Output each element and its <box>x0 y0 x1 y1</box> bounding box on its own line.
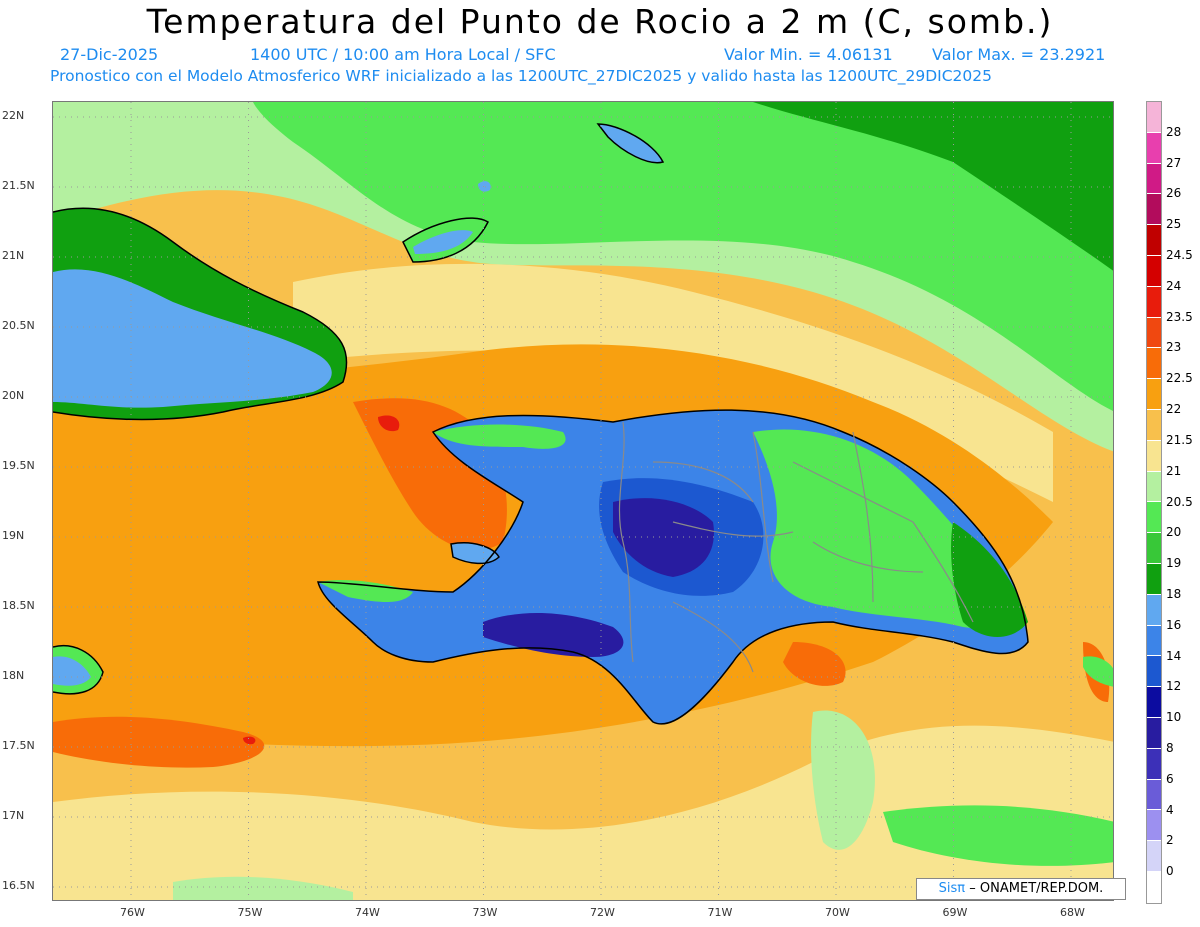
color-scale-segment <box>1147 440 1161 472</box>
credit-text: – ONAMET/REP.DOM. <box>969 881 1104 896</box>
color-scale-label: 2 <box>1166 833 1174 848</box>
color-scale-label: 0 <box>1166 864 1174 879</box>
lon-label: 70W <box>825 906 850 919</box>
province-borders <box>618 421 974 673</box>
color-scale-segment <box>1147 841 1161 872</box>
graticule <box>53 102 1113 900</box>
lon-label: 69W <box>942 906 968 919</box>
color-scale-segment <box>1147 779 1161 811</box>
color-scale-label: 23 <box>1166 340 1182 355</box>
credit-box: Sisπ – ONAMET/REP.DOM. <box>916 878 1126 900</box>
forecast-date: 27-Dic-2025 <box>60 45 159 64</box>
field-layers <box>53 102 1113 900</box>
lat-label: 17.5N <box>2 739 35 752</box>
color-scale-label: 14 <box>1166 648 1182 663</box>
color-scale-segment <box>1147 348 1161 380</box>
color-scale-label: 25 <box>1166 217 1182 232</box>
color-scale-segment <box>1147 255 1161 287</box>
color-scale-segment <box>1147 132 1161 164</box>
color-scale-segment <box>1147 656 1161 688</box>
model-description: Pronostico con el Modelo Atmosferico WRF… <box>50 67 992 85</box>
sispi-logo: Sisπ <box>938 881 966 896</box>
color-scale-segment <box>1147 625 1161 657</box>
lon-label: 73W <box>472 906 498 919</box>
color-scale-label: 24 <box>1166 278 1182 293</box>
color-scale-label: 19 <box>1166 556 1182 571</box>
color-scale-label: 27 <box>1166 155 1182 170</box>
color-scale-label: 12 <box>1166 679 1182 694</box>
lat-label: 18N <box>2 669 25 682</box>
color-scale-segment <box>1147 533 1161 564</box>
color-scale-label: 20.5 <box>1166 494 1193 509</box>
lon-label: 72W <box>590 906 615 919</box>
color-scale-segment <box>1147 810 1161 842</box>
color-scale-label: 22.5 <box>1166 371 1193 386</box>
lon-label: 76W <box>120 906 145 919</box>
color-scale-label: 6 <box>1166 771 1174 786</box>
lat-label: 17N <box>2 809 25 822</box>
color-scale-label: 21 <box>1166 463 1182 478</box>
lat-label: 20.5N <box>2 319 35 332</box>
color-scale-label: 16 <box>1166 617 1182 632</box>
color-scale-segment <box>1147 286 1161 318</box>
color-scale-segment <box>1147 163 1161 195</box>
color-scale-label: 8 <box>1166 740 1174 755</box>
lat-label: 21.5N <box>2 179 35 192</box>
lat-label: 16.5N <box>2 879 35 892</box>
lat-label: 19N <box>2 529 25 542</box>
max-value: Valor Max. = 23.2921 <box>932 45 1106 64</box>
color-scale-segment <box>1147 563 1161 595</box>
color-scale-label: 18 <box>1166 586 1182 601</box>
min-value: Valor Min. = 4.06131 <box>724 45 893 64</box>
coastlines <box>53 123 1029 725</box>
lat-label: 20N <box>2 389 25 402</box>
dewpoint-field <box>53 102 1113 900</box>
color-scale-label: 20 <box>1166 525 1182 540</box>
color-scale-segment <box>1147 502 1161 534</box>
lon-label: 71W <box>707 906 733 919</box>
color-scale-segment <box>1147 194 1161 226</box>
color-scale-label: 26 <box>1166 186 1182 201</box>
color-scale-segment <box>1147 471 1161 503</box>
color-scale-segment <box>1147 409 1161 441</box>
color-scale-label: 22 <box>1166 402 1182 417</box>
color-scale-segment <box>1147 687 1161 718</box>
dewpoint-map <box>52 101 1114 901</box>
color-scale-label: 23.5 <box>1166 309 1193 324</box>
color-scale-segment <box>1147 102 1161 133</box>
color-scale-segment <box>1147 317 1161 349</box>
lat-label: 19.5N <box>2 459 35 472</box>
color-scale-label: 21.5 <box>1166 432 1193 447</box>
lat-label: 21N <box>2 249 25 262</box>
color-scale-label: 28 <box>1166 124 1182 139</box>
map-title: Temperatura del Punto de Rocio a 2 m (C,… <box>146 2 1054 41</box>
lat-label: 22N <box>2 109 25 122</box>
color-scale-segment <box>1147 717 1161 749</box>
color-scale-bar <box>1146 101 1162 904</box>
valid-time: 1400 UTC / 10:00 am Hora Local / SFC <box>250 45 556 64</box>
lon-label: 74W <box>355 906 380 919</box>
color-scale-label: 10 <box>1166 710 1182 725</box>
lon-label: 68W <box>1060 906 1085 919</box>
color-scale-segment <box>1147 871 1161 903</box>
lat-label: 18.5N <box>2 599 35 612</box>
color-scale-segment <box>1147 225 1161 256</box>
color-scale-label: 24.5 <box>1166 248 1193 263</box>
lon-label: 75W <box>237 906 263 919</box>
color-scale-label: 4 <box>1166 802 1174 817</box>
color-scale-segment <box>1147 379 1161 410</box>
color-scale-segment <box>1147 748 1161 780</box>
color-scale-segment <box>1147 594 1161 626</box>
